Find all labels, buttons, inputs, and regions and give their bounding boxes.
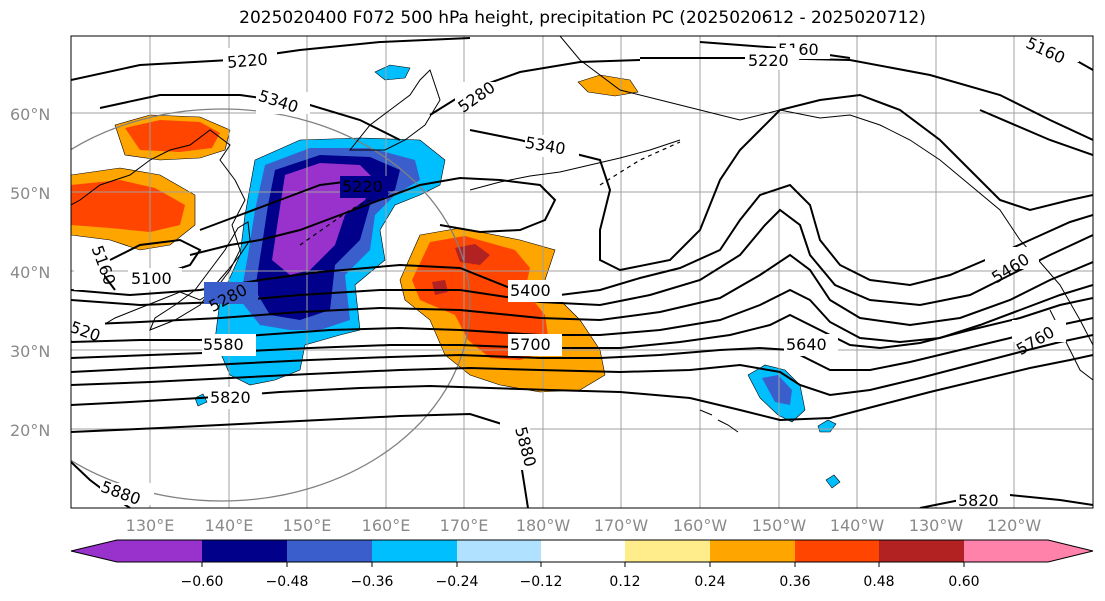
contour-dashes: [299, 141, 681, 246]
contour-5400: [71, 183, 1093, 297]
colorbar-seg-4: [457, 540, 541, 562]
map-frame-bg: [71, 36, 1093, 508]
region-circle: [71, 108, 471, 502]
contour-5520: [71, 253, 1093, 327]
contour-label: 5220: [342, 177, 383, 196]
contour-5460: [71, 208, 1093, 307]
lon-label: 170°E: [440, 516, 489, 535]
contour-label: 5100: [131, 269, 172, 288]
lon-label: 130°W: [909, 516, 964, 535]
lon-label: 150°W: [752, 516, 807, 535]
colorbar-outline: [70, 539, 1094, 563]
colorbar-seg-7: [710, 540, 795, 562]
colorbar-tick-label: 0.12: [609, 574, 640, 590]
coast-alaska: [559, 36, 1093, 346]
contour-5700: [71, 317, 1093, 373]
shade-lightblue-north: [374, 64, 411, 81]
contour-5640: [71, 297, 1093, 359]
colorbar-tick-label: −0.24: [436, 574, 479, 590]
shade-lightblue-small2: [825, 474, 841, 489]
coast-hawaii: [699, 409, 739, 433]
contour-5820: [71, 354, 1093, 422]
contour-label: 5820: [958, 491, 999, 510]
map-title: 2025020400 F072 500 hPa height, precipit…: [239, 8, 926, 28]
colorbar-seg-5: [541, 540, 625, 562]
contour-label: 5580: [203, 335, 244, 354]
colorbar-tick-label: −0.12: [520, 574, 563, 590]
contour-label: 5220: [748, 51, 789, 70]
lon-label: 120°W: [987, 516, 1042, 535]
colorbar-seg-8: [795, 540, 879, 562]
lat-label: 20°N: [10, 421, 50, 440]
contour-label: 5640: [786, 335, 827, 354]
colorbar-seg-10b: [1048, 540, 1093, 562]
colorbar-seg-6: [625, 540, 710, 562]
contour-5580: [71, 284, 1093, 344]
coast-kamchatka: [348, 69, 441, 151]
lon-label: 130°E: [126, 516, 175, 535]
colorbar-tick-label: 0.24: [694, 574, 725, 590]
lon-label: 150°E: [283, 516, 332, 535]
colorbar-seg-1: [202, 540, 287, 562]
colorbar-ticks: [201, 562, 965, 567]
lon-axis: 130°E 140°E 150°E 160°E 170°E 180°W 170°…: [126, 516, 1042, 535]
colorbar-tick-label: −0.60: [181, 574, 224, 590]
lat-label: 50°N: [10, 184, 50, 203]
coast-asia-east: [71, 129, 246, 341]
contour-label: 5700: [510, 335, 551, 354]
lon-label: 140°E: [205, 516, 254, 535]
colorbar-tick-label: 0.60: [948, 574, 979, 590]
lon-label: 160°W: [673, 516, 728, 535]
shade-darkred-central2: [432, 280, 448, 295]
lat-label: 60°N: [10, 105, 50, 124]
lon-label: 140°W: [830, 516, 885, 535]
colorbar-seg-0b: [116, 540, 202, 562]
shade-red-nw: [125, 120, 220, 152]
contour-label-group: 5220 5160 5220 5160 5340 5280 5340 5220 …: [71, 36, 1079, 510]
shade-midblue-east: [762, 375, 792, 405]
contour-label: 5220: [226, 49, 268, 71]
colorbar-tick-label: −0.48: [266, 574, 309, 590]
contour-5280-trough: [189, 176, 557, 256]
colorbar: −0.60 −0.48 −0.36 −0.24 −0.12 0.12 0.24 …: [70, 539, 1094, 590]
colorbar-seg-9: [879, 540, 964, 562]
lon-label: 180°W: [516, 516, 571, 535]
colorbar-tick-label: 0.48: [863, 574, 894, 590]
contour-label: 5820: [210, 388, 251, 407]
lat-axis: 60°N 50°N 40°N 30°N 20°N: [10, 105, 50, 440]
contour-5760: [71, 334, 1093, 397]
colorbar-seg-0: [71, 540, 117, 562]
colorbar-tick-label: −0.36: [351, 574, 394, 590]
colorbar-tick-label: 0.36: [779, 574, 810, 590]
lon-label: 160°E: [362, 516, 411, 535]
map-border: [70, 35, 1094, 509]
colorbar-seg-10: [964, 540, 1049, 562]
colorbar-seg-3: [372, 540, 457, 562]
colorbar-seg-2: [287, 540, 372, 562]
contour-label: 5400: [510, 281, 551, 300]
lat-label: 30°N: [10, 342, 50, 361]
lon-label: 170°W: [594, 516, 649, 535]
shade-red-west: [71, 180, 185, 232]
dashed-trough-line: [299, 194, 381, 246]
lat-label: 40°N: [10, 263, 50, 282]
